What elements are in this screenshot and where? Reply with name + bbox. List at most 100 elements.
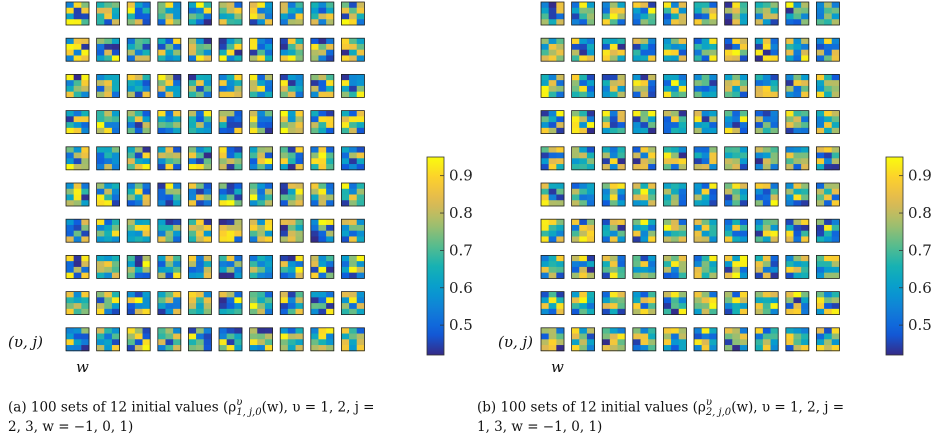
heatmap-cell (287, 74, 296, 81)
heatmap-cell (165, 255, 174, 262)
heatmap-cell (111, 219, 120, 226)
heatmap-tile (815, 37, 840, 62)
heatmap-cell (111, 164, 120, 171)
heatmap-cell (234, 43, 243, 51)
tile-border (249, 254, 274, 279)
heatmap-cell (732, 183, 741, 190)
heatmap-tile (187, 218, 212, 243)
heatmap-cell (111, 303, 120, 310)
heatmap-cell (762, 297, 771, 304)
heatmap-cell (694, 2, 703, 9)
heatmap-tile (157, 146, 182, 171)
heatmap-cell (724, 19, 733, 26)
heatmap-cell (287, 255, 296, 262)
heatmap-cell (157, 85, 166, 93)
heatmap-cell (793, 230, 802, 237)
heatmap-cell (701, 91, 710, 98)
heatmap-cell (134, 152, 143, 159)
heatmap-cell (287, 146, 296, 153)
heatmap-cell (264, 194, 273, 201)
heatmap-cell (280, 2, 289, 9)
heatmap-cell (801, 158, 810, 165)
heatmap-cell (632, 122, 641, 129)
heatmap-cell (793, 146, 802, 153)
heatmap-cell (127, 127, 136, 134)
heatmap-cell (127, 13, 136, 20)
heatmap-cell (203, 261, 212, 268)
caption-rest: (w), υ = 1, 2, j = (261, 399, 375, 416)
heatmap-cell (541, 158, 550, 165)
heatmap-cell (96, 291, 105, 298)
heatmap-cell (73, 303, 82, 310)
heatmap-cell (602, 291, 611, 298)
heatmap-cell (541, 43, 550, 51)
heatmap-cell (111, 146, 120, 153)
heatmap-cell (157, 110, 166, 117)
heatmap-cell (318, 55, 327, 62)
tile-border (754, 182, 779, 207)
heatmap-tile (754, 327, 779, 352)
heatmap-tile (815, 327, 840, 352)
heatmap-tile (340, 74, 365, 98)
heatmap-cell (678, 55, 687, 62)
heatmap-cell (617, 38, 626, 45)
heatmap-cell (104, 91, 113, 98)
heatmap-cell (341, 200, 350, 207)
heatmap-cell (801, 327, 810, 334)
heatmap-cell (824, 219, 833, 226)
heatmap-cell (310, 43, 319, 51)
heatmap-cell (801, 339, 810, 346)
heatmap-cell (127, 164, 136, 171)
heatmap-cell (648, 152, 657, 159)
heatmap-cell (632, 303, 641, 310)
heatmap-cell (73, 110, 82, 117)
heatmap-cell (632, 200, 641, 207)
heatmap-cell (579, 43, 588, 51)
heatmap-cell (663, 194, 672, 201)
heatmap-tile (279, 74, 304, 98)
heatmap-cell (81, 297, 90, 304)
heatmap-cell (571, 74, 580, 81)
heatmap-tile (96, 146, 120, 171)
heatmap-cell (548, 127, 557, 134)
heatmap-cell (326, 110, 335, 117)
heatmap-cell (801, 297, 810, 304)
heatmap-cell (249, 55, 258, 62)
heatmap-cell (701, 224, 710, 232)
heatmap-cell (678, 266, 687, 274)
heatmap-cell (556, 219, 565, 226)
heatmap-cell (816, 261, 825, 268)
heatmap-tile (540, 37, 565, 62)
heatmap-cell (196, 303, 205, 310)
heatmap-cell (732, 19, 741, 26)
heatmap-cell (762, 224, 771, 232)
tile-border (785, 37, 810, 62)
colorbar (885, 156, 904, 356)
heatmap-cell (755, 219, 764, 226)
heatmap-tile (126, 1, 151, 26)
tile-border (632, 146, 657, 171)
heatmap-cell (134, 164, 143, 171)
heatmap-cell (341, 266, 350, 274)
heatmap-cell (127, 219, 136, 226)
heatmap-cell (226, 345, 235, 352)
heatmap-cell (824, 266, 833, 274)
heatmap-cell (548, 91, 557, 98)
heatmap-cell (579, 91, 588, 98)
heatmap-cell (173, 183, 182, 190)
heatmap-cell (548, 333, 557, 340)
heatmap-cell (640, 297, 649, 304)
tile-border (187, 182, 212, 207)
heatmap-cell (249, 291, 258, 298)
heatmap-cell (173, 146, 182, 153)
heatmap-tile (754, 254, 779, 279)
heatmap-cell (831, 266, 840, 274)
heatmap-cell (203, 327, 212, 334)
heatmap-cell (739, 333, 748, 340)
tile-border (65, 327, 90, 352)
heatmap-cell (694, 164, 703, 171)
heatmap-cell (234, 224, 243, 232)
heatmap-cell (326, 261, 335, 268)
heatmap-cell (609, 291, 618, 298)
heatmap-cell (287, 236, 296, 243)
